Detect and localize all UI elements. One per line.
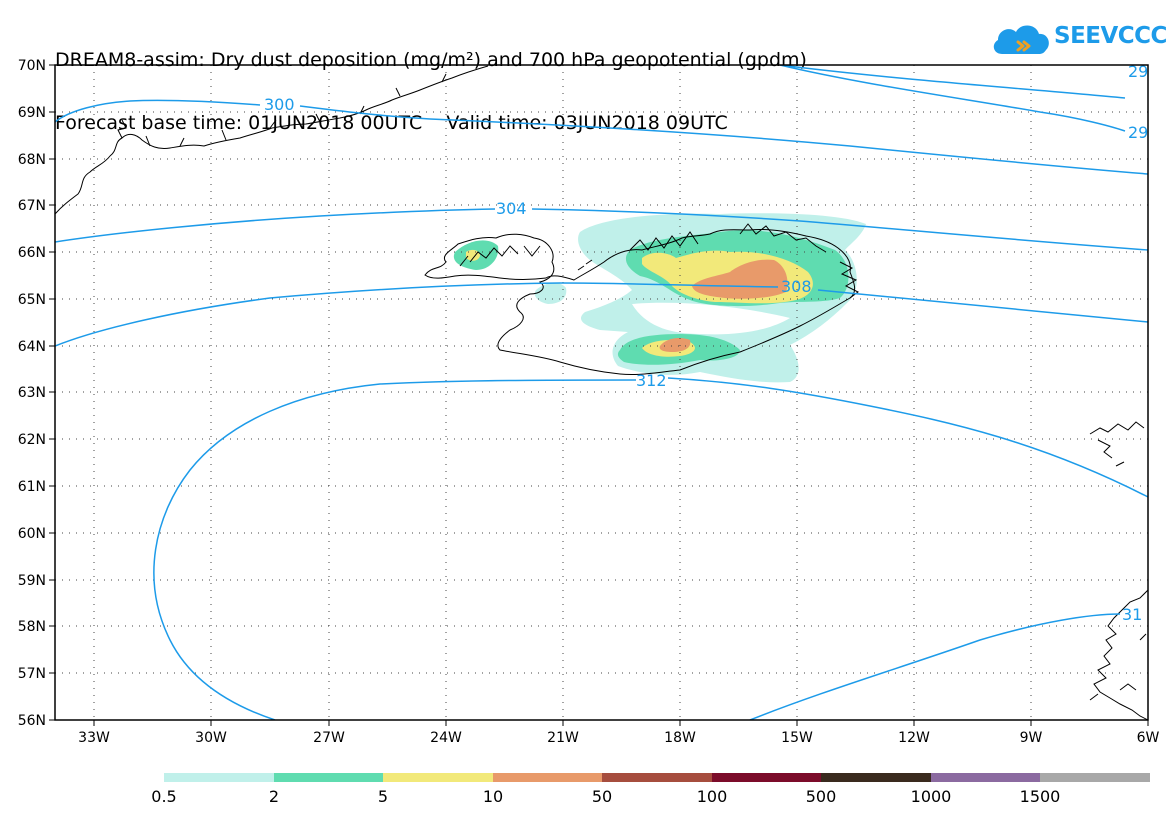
legend-labels: 0.5 2 5 10 50 100 500 1000 1500 xyxy=(151,787,1060,806)
scotland-islands xyxy=(1089,633,1147,701)
iceland-east-fjords xyxy=(839,261,859,299)
contour-labels: 300 304 308 312 29 29 31 xyxy=(264,62,1148,624)
contour-label-300: 300 xyxy=(264,95,295,114)
contour-304 xyxy=(55,208,1148,251)
longitude-labels: 33W 30W 27W 24W 21W 18W 15W 12W 9W 6W xyxy=(78,730,1159,746)
lat-label: 61N xyxy=(18,479,46,495)
lon-label: 15W xyxy=(781,730,813,746)
contour-label-312: 312 xyxy=(636,371,667,390)
contour-312 xyxy=(153,377,1148,720)
lat-label: 62N xyxy=(18,432,46,448)
lat-label: 64N xyxy=(18,339,46,355)
legend-swatch xyxy=(383,773,493,782)
greenland-fjords xyxy=(117,73,447,147)
lon-label: 18W xyxy=(664,730,696,746)
latitude-labels: 70N 69N 68N 67N 66N 65N 64N 63N 62N 61N … xyxy=(18,58,46,729)
lat-label: 63N xyxy=(18,385,46,401)
iceland-north-fjords xyxy=(629,223,827,253)
lat-label: 67N xyxy=(18,198,46,214)
legend-label: 5 xyxy=(378,787,388,806)
lat-label: 58N xyxy=(18,619,46,635)
iceland-south-islands xyxy=(577,259,593,271)
scotland-coastline xyxy=(1093,589,1148,720)
coastlines xyxy=(55,65,1148,720)
geopotential-contours xyxy=(55,65,1148,720)
legend-label: 100 xyxy=(697,787,728,806)
color-legend xyxy=(164,773,1150,782)
lon-label: 21W xyxy=(547,730,579,746)
legend-swatch xyxy=(164,773,274,782)
lon-label: 27W xyxy=(313,730,345,746)
contour-upper-right xyxy=(779,65,1126,99)
lon-label: 6W xyxy=(1137,730,1160,746)
legend-label: 1000 xyxy=(911,787,952,806)
contour-label-308: 308 xyxy=(781,277,812,296)
legend-swatch xyxy=(931,773,1040,782)
legend-label: 0.5 xyxy=(151,787,176,806)
lat-label: 56N xyxy=(18,713,46,729)
lon-label: 33W xyxy=(78,730,110,746)
lon-label: 12W xyxy=(898,730,930,746)
title-line-2: Forecast base time: 01JUN2018 00UTC Vali… xyxy=(55,112,728,134)
contour-308 xyxy=(55,282,1148,347)
grid-lines xyxy=(55,65,1148,720)
legend-swatch xyxy=(821,773,931,782)
contour-label-29-mid: 29 xyxy=(1128,123,1148,142)
legend-label: 1500 xyxy=(1020,787,1061,806)
lon-label: 24W xyxy=(430,730,462,746)
dust-area-level-1b xyxy=(534,282,567,304)
legend-swatch xyxy=(1040,773,1150,782)
lon-label: 30W xyxy=(195,730,227,746)
contour-right-mid xyxy=(779,65,1126,132)
faroe-islands-coastline xyxy=(1089,421,1145,467)
contour-label-31: 31 xyxy=(1122,605,1142,624)
legend-label: 50 xyxy=(592,787,612,806)
iceland-northwest-fjords xyxy=(459,245,541,267)
lat-label: 70N xyxy=(18,58,46,74)
greenland-coastline xyxy=(55,65,489,215)
dust-area-level-1c xyxy=(632,302,790,335)
lat-label: 68N xyxy=(18,152,46,168)
lat-label: 57N xyxy=(18,666,46,682)
iceland-coastline xyxy=(424,229,856,375)
contour-label-304: 304 xyxy=(496,199,527,218)
dust-area-level-4 xyxy=(692,259,788,299)
legend-label: 500 xyxy=(806,787,837,806)
dust-area-level-3c xyxy=(466,249,480,261)
lat-label: 69N xyxy=(18,105,46,121)
contour-lower-right xyxy=(749,613,1121,720)
logo-text: SEEVCCC xyxy=(1054,23,1167,49)
legend-swatch xyxy=(493,773,602,782)
legend-label: 2 xyxy=(269,787,279,806)
legend-swatch xyxy=(274,773,383,782)
dust-area-level-4b xyxy=(659,338,691,352)
legend-swatch xyxy=(712,773,821,782)
lat-label: 66N xyxy=(18,245,46,261)
lat-label: 65N xyxy=(18,292,46,308)
contour-300 xyxy=(55,99,1148,175)
lon-label: 9W xyxy=(1020,730,1043,746)
seevccc-logo: SEEVCCC xyxy=(990,20,1167,60)
tick-marks xyxy=(49,64,1149,726)
lat-label: 60N xyxy=(18,526,46,542)
contour-label-29-top: 29 xyxy=(1128,62,1148,81)
legend-label: 10 xyxy=(483,787,503,806)
cloud-icon xyxy=(993,25,1049,54)
lat-label: 59N xyxy=(18,573,46,589)
legend-swatch xyxy=(602,773,712,782)
